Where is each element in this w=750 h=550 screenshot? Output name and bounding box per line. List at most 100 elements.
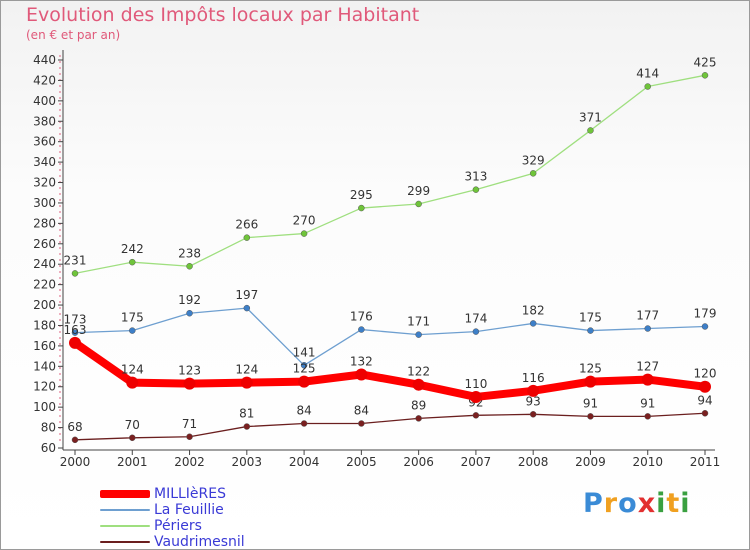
chart-legend: MILLIèRES La Feuillie Périers Vaudrimesnil xyxy=(100,486,360,550)
data-label: 313 xyxy=(464,170,487,184)
data-point xyxy=(71,270,79,277)
data-point xyxy=(186,433,193,441)
data-label: 177 xyxy=(636,309,659,323)
data-point xyxy=(243,234,251,241)
data-point xyxy=(129,327,136,334)
y-tick-label: 260 xyxy=(33,237,56,251)
data-label: 182 xyxy=(522,303,545,317)
data-point xyxy=(584,375,597,388)
x-tick-label: 2006 xyxy=(403,455,434,469)
data-point xyxy=(243,304,251,312)
data-point xyxy=(701,72,709,79)
data-point xyxy=(69,336,81,349)
data-point xyxy=(412,378,425,391)
data-label: 179 xyxy=(694,306,717,320)
data-point xyxy=(129,434,136,442)
data-label: 175 xyxy=(579,311,602,325)
data-point xyxy=(358,204,365,212)
legend-swatch xyxy=(100,525,150,527)
data-point xyxy=(183,377,196,390)
data-point xyxy=(71,436,79,444)
data-label: 94 xyxy=(697,393,712,407)
y-tick-label: 60 xyxy=(41,441,56,455)
y-tick-label: 400 xyxy=(33,94,56,108)
data-label: 71 xyxy=(182,417,197,431)
data-point xyxy=(527,384,540,397)
data-label: 197 xyxy=(235,288,258,302)
data-point xyxy=(415,200,422,208)
data-point xyxy=(186,263,193,270)
data-label: 231 xyxy=(64,253,87,267)
x-tick-label: 2008 xyxy=(518,455,549,469)
data-label: 84 xyxy=(354,403,369,417)
y-tick-label: 380 xyxy=(33,114,56,128)
logo-letter: i xyxy=(656,488,667,519)
y-tick-label: 140 xyxy=(33,359,56,373)
y-tick-label: 300 xyxy=(33,196,56,210)
y-tick-label: 360 xyxy=(33,135,56,149)
x-tick-label: 2000 xyxy=(60,455,91,469)
data-point xyxy=(71,329,79,336)
data-label: 110 xyxy=(464,377,487,391)
data-label: 425 xyxy=(694,55,717,69)
legend-label: Vaudrimesnil xyxy=(154,534,245,550)
legend-label: Périers xyxy=(154,518,202,534)
legend-swatch xyxy=(100,509,150,511)
data-label: 124 xyxy=(235,363,258,377)
data-label: 371 xyxy=(579,110,602,124)
data-point xyxy=(529,320,537,327)
data-point xyxy=(701,410,709,417)
data-label: 127 xyxy=(636,360,659,374)
x-tick-label: 2009 xyxy=(575,455,606,469)
data-label: 266 xyxy=(235,218,258,232)
data-label: 70 xyxy=(125,418,140,432)
y-tick-label: 180 xyxy=(33,318,56,332)
y-tick-label: 420 xyxy=(33,73,56,87)
data-point xyxy=(358,326,365,333)
data-label: 93 xyxy=(526,394,541,408)
data-label: 116 xyxy=(522,371,545,385)
data-label: 414 xyxy=(636,67,659,81)
data-point xyxy=(126,376,139,389)
data-label: 238 xyxy=(178,246,201,260)
data-label: 176 xyxy=(350,310,373,324)
data-point xyxy=(469,390,482,403)
data-point xyxy=(472,412,480,419)
data-label: 125 xyxy=(293,362,316,376)
data-point xyxy=(240,376,253,389)
data-point xyxy=(415,331,422,338)
y-tick-label: 340 xyxy=(33,155,56,169)
legend-label: MILLIèRES xyxy=(154,486,227,502)
data-point xyxy=(529,170,537,177)
data-point xyxy=(300,230,308,237)
data-label: 242 xyxy=(121,242,144,256)
line-chart: 60 80 100 120 140 160 180 200 220 240 260 280 300 320… xyxy=(33,50,721,469)
data-point xyxy=(358,420,365,427)
data-point xyxy=(529,411,537,418)
data-point xyxy=(699,380,711,393)
data-point xyxy=(298,375,311,388)
data-label: 141 xyxy=(293,345,316,359)
data-label: 171 xyxy=(407,315,430,329)
series-line xyxy=(71,338,709,401)
data-label: 68 xyxy=(67,420,82,434)
data-label: 295 xyxy=(350,188,373,202)
x-tick-label: 2001 xyxy=(117,455,148,469)
data-label: 299 xyxy=(407,184,430,198)
data-point xyxy=(701,323,709,330)
data-point xyxy=(243,423,251,430)
y-tick-label: 120 xyxy=(33,380,56,394)
data-label: 124 xyxy=(121,363,144,377)
chart-subtitle: (en € et par an) xyxy=(26,28,121,42)
y-tick-label: 100 xyxy=(33,400,56,414)
x-tick-label: 2010 xyxy=(632,455,663,469)
x-tick-label: 2011 xyxy=(690,455,721,469)
y-tick-label: 200 xyxy=(33,298,56,312)
data-label: 84 xyxy=(296,403,311,417)
data-point xyxy=(644,413,651,420)
data-label: 81 xyxy=(239,407,254,421)
data-point xyxy=(587,127,594,134)
data-label: 173 xyxy=(64,313,87,327)
data-point xyxy=(644,325,651,332)
y-tick-label: 240 xyxy=(33,257,56,271)
